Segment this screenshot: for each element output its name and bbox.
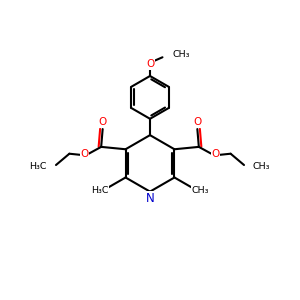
Text: H₃C: H₃C [30, 162, 47, 171]
Text: N: N [146, 192, 154, 205]
Text: CH₃: CH₃ [192, 186, 209, 195]
Text: CH₃: CH₃ [253, 162, 270, 171]
Text: O: O [193, 117, 202, 127]
Text: O: O [211, 149, 220, 159]
Text: O: O [80, 149, 89, 159]
Text: O: O [98, 117, 107, 127]
Text: H₃C: H₃C [91, 186, 109, 195]
Text: CH₃: CH₃ [172, 50, 190, 59]
Text: CH₃: CH₃ [30, 162, 47, 171]
Text: O: O [146, 59, 155, 69]
